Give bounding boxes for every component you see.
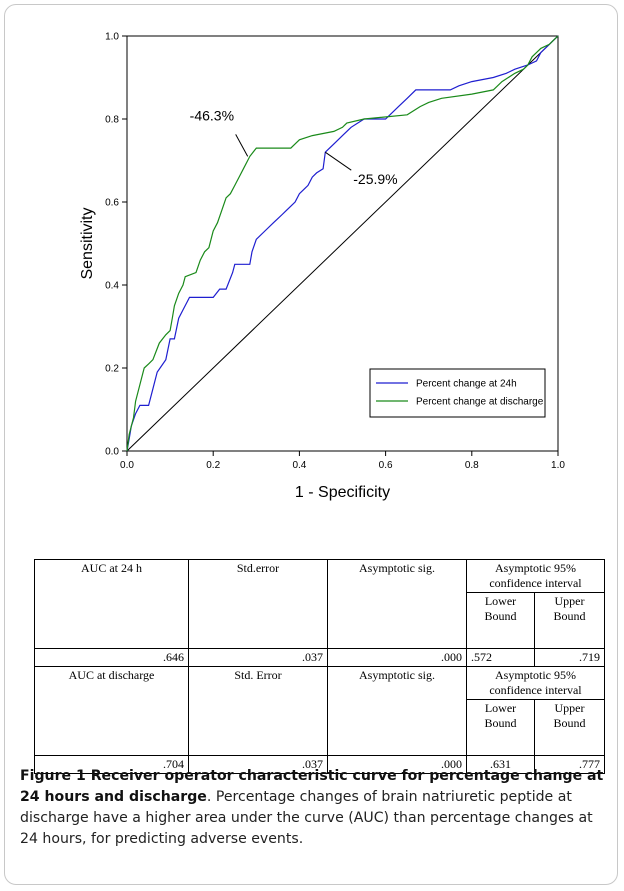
x-axis-ticks: 0.0 0.2 0.4 0.6 0.8 1.0 [120,451,565,471]
legend-box [369,368,546,418]
legend-label: Percent change at discharge [416,397,544,408]
legend-label: Percent change at 24h [416,379,517,390]
x-axis-label: 1 - Specificity [295,484,390,501]
x-tick-label: 0.2 [206,460,220,471]
table-header-row: AUC at discharge Std. Error Asymptotic s… [34,666,605,756]
table-row: .704 .037 .000 .631 .777 [34,755,605,774]
x-tick-label: 0.4 [292,460,306,471]
y-axis-label: Sensitivity [79,207,96,279]
lower-bound-discharge-value: .631 [466,755,535,774]
confidence-interval-label: Asymptotic 95% confidence interval [466,666,605,700]
annotation-leader-line [324,151,352,171]
annotation-label: -46.3% [190,107,234,123]
caption-title: Figure 1 Receiver operator characteristi… [20,768,604,805]
auc-24h-label: AUC at 24 h [34,559,189,649]
upper-bound-24h-value: .719 [534,648,605,667]
sig-discharge-value: .000 [327,755,467,774]
std-error-24h-value: .037 [188,648,328,667]
series-layer [126,35,559,452]
x-tick-label: 0.6 [379,460,393,471]
upper-bound-label: Upper Bound [534,592,605,649]
y-tick-label: 0.6 [105,198,119,209]
table-subheader-row: Lower Bound Upper Bound [35,699,605,756]
auc-statistics-table: AUC at 24 h Std.error Asymptotic sig. As… [34,559,605,774]
y-axis-ticks: 0.0 0.2 0.4 0.6 0.8 1.0 [105,32,127,458]
x-tick-label: 1.0 [551,460,565,471]
upper-bound-discharge-value: .777 [534,755,605,774]
sig-24h-value: .000 [327,648,467,667]
roc-chart: 0.0 0.2 0.4 0.6 0.8 1.0 0.0 0.2 0.4 0.6 0.8 1.0 -4… [79,32,565,502]
y-tick-label: 1.0 [105,32,119,43]
lower-bound-label: Lower Bound [466,699,535,756]
chance-diagonal-line [126,35,559,452]
std-error-label: Std.error [188,559,328,649]
x-tick-label: 0.8 [465,460,479,471]
auc-discharge-value: .704 [34,755,189,774]
y-tick-label: 0.4 [105,281,119,292]
annotation-label: -25.9% [353,171,397,187]
auc-discharge-label: AUC at discharge [34,666,189,756]
y-tick-label: 0.2 [105,364,119,375]
asymptotic-sig-label: Asymptotic sig. [327,559,467,649]
auc-24h-value: .646 [34,648,189,667]
std-error-label: Std. Error [188,666,328,756]
annotation-layer: -46.3% -25.9% [190,107,398,187]
upper-bound-label: Upper Bound [534,699,605,756]
y-tick-label: 0.8 [105,115,119,126]
y-tick-label: 0.0 [105,447,119,458]
table-header-row: AUC at 24 h Std.error Asymptotic sig. As… [34,559,605,649]
asymptotic-sig-label: Asymptotic sig. [327,666,467,756]
table-row: .646 .037 .000 .572 .719 [34,648,605,667]
caption-body: . Percentage changes of brain natriureti… [20,789,593,847]
std-error-discharge-value: .037 [188,755,328,774]
x-tick-label: 0.0 [120,460,134,471]
series-line-change-24h [126,35,559,452]
plot-area [126,35,559,452]
annotation-leader-line [235,134,249,157]
figure-caption: Figure 1 Receiver operator characteristi… [20,766,610,850]
chart-legend: Percent change at 24h Percent change at d… [369,368,546,418]
lower-bound-label: Lower Bound [466,592,535,649]
confidence-interval-label: Asymptotic 95% confidence interval [466,559,605,593]
series-line-change-discharge [126,35,559,452]
lower-bound-24h-value: .572 [466,648,535,667]
